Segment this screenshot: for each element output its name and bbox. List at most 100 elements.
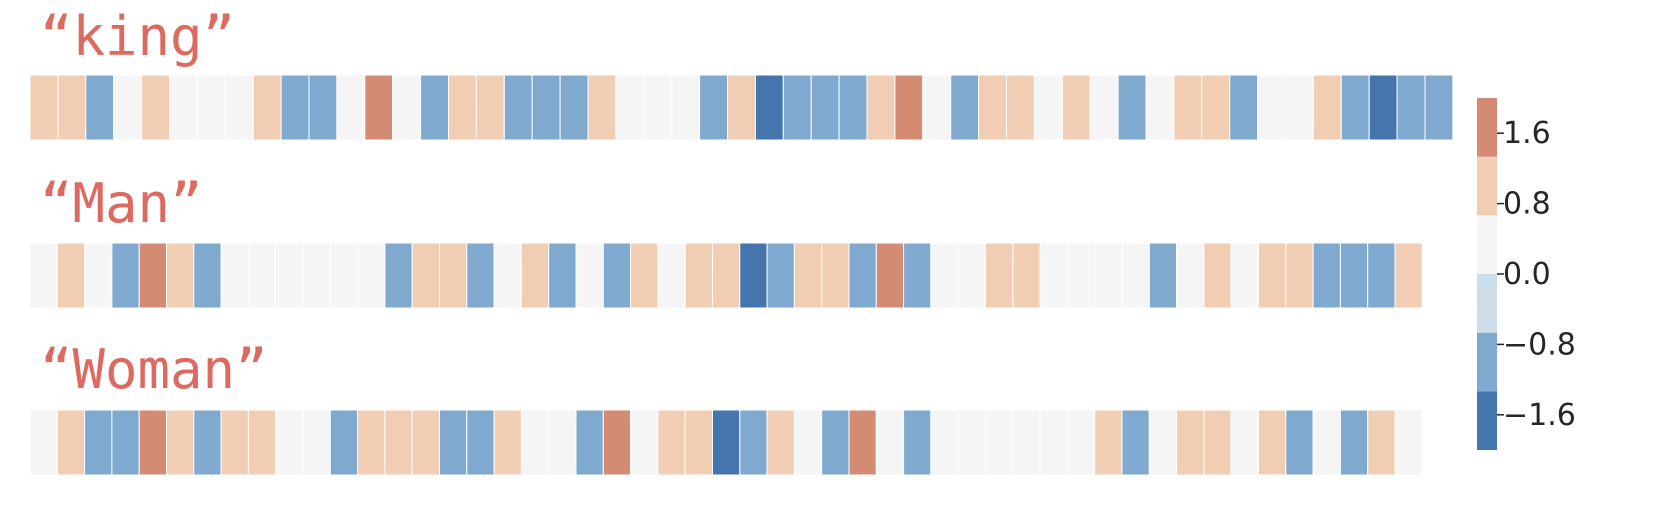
heatmap-cell [684, 242, 714, 309]
heatmap-cell [657, 409, 686, 476]
heatmap-cell [275, 409, 304, 476]
heatmap-cell [1066, 409, 1096, 476]
heatmap-cell [138, 242, 167, 309]
colorbar-ticks: 1.6 0.8 0.0 −0.8 −1.6 [1497, 116, 1576, 433]
heatmap-cell [220, 409, 249, 476]
heatmap-cell [1367, 409, 1396, 476]
heatmap-cell [727, 74, 756, 141]
heatmap-cell [1367, 242, 1396, 309]
heatmap-cell [247, 409, 277, 476]
heatmap-cell [475, 74, 505, 141]
heatmap-cell [1201, 74, 1231, 141]
heatmap-cell [57, 74, 87, 141]
heatmap-cell [193, 409, 222, 476]
heatmap-cell [1394, 409, 1423, 476]
heatmap-cell [384, 409, 413, 476]
heatmap-cell [439, 409, 468, 476]
heatmap-cell [1012, 242, 1041, 309]
heatmap-cell [364, 74, 394, 141]
heatmap-row [29, 242, 1423, 309]
heatmap-cell [1339, 409, 1369, 476]
heatmap-cell [1258, 242, 1287, 309]
heatmap-cell [575, 242, 604, 309]
heatmap-cell [1203, 409, 1232, 476]
heatmap-cell [821, 409, 850, 476]
heatmap-cell [466, 242, 495, 309]
heatmap-cell [602, 242, 632, 309]
heatmap-cell [439, 242, 468, 309]
heatmap-cell [280, 74, 310, 141]
heatmap-cell [575, 409, 604, 476]
heatmap-cell [875, 409, 905, 476]
colorbar-tick-label: −1.6 [1503, 398, 1576, 433]
colorbar-bin [1477, 156, 1497, 216]
heatmap-cell [384, 242, 413, 309]
heatmap-cell [712, 242, 741, 309]
colorbar-bin [1477, 274, 1497, 333]
heatmap-cell [930, 409, 959, 476]
heatmap-cell [1424, 74, 1454, 141]
heatmap-cell [1312, 409, 1341, 476]
heatmap-cell [302, 409, 331, 476]
heatmap-cell [329, 409, 359, 476]
heatmap-cell [84, 242, 113, 309]
heatmap-cell [29, 409, 58, 476]
heatmap-cell [302, 242, 331, 309]
heatmap-cell [220, 242, 249, 309]
heatmap-cell [1368, 74, 1398, 141]
heatmap-cell [411, 409, 441, 476]
heatmap-cell [602, 409, 632, 476]
heatmap-cell [224, 74, 254, 141]
heatmap-cell [793, 242, 823, 309]
heatmap-cell [1121, 242, 1150, 309]
heatmap-cell [922, 74, 952, 141]
heatmap-cell [766, 242, 795, 309]
heatmap-cell [84, 409, 113, 476]
heatmap-cell [138, 409, 167, 476]
heatmap-cell [950, 74, 980, 141]
heatmap-cell [247, 242, 277, 309]
heatmap-cell [1089, 74, 1119, 141]
heatmap-cell [503, 74, 533, 141]
heatmap-cell [793, 409, 823, 476]
heatmap-cell [1039, 409, 1068, 476]
heatmap-cell [56, 409, 86, 476]
heatmap-cell [1145, 74, 1175, 141]
row-label-king: “king” [40, 5, 235, 68]
heatmap-cell [1230, 242, 1259, 309]
heatmap-cell [1094, 242, 1123, 309]
heatmap-cell [739, 409, 768, 476]
colorbar-bin [1477, 332, 1497, 392]
colorbar: 1.6 0.8 0.0 −0.8 −1.6 [1477, 98, 1576, 450]
heatmap-cell [1148, 242, 1178, 309]
heatmap-cell [493, 242, 522, 309]
heatmap-cell [894, 74, 924, 141]
colorbar-tick-label: 0.8 [1503, 187, 1551, 222]
heatmap-cell [193, 242, 222, 309]
heatmap-cell [1148, 409, 1178, 476]
heatmap-cell [739, 242, 768, 309]
heatmap-cell [957, 409, 987, 476]
heatmap-rows: “king” “Man” “Woman” [29, 5, 1454, 476]
heatmap-cell [1176, 242, 1205, 309]
heatmap-cell [1176, 409, 1205, 476]
heatmap-cell [1121, 409, 1150, 476]
heatmap-cell [1285, 74, 1314, 141]
heatmap-cell [615, 74, 645, 141]
heatmap-cell [848, 242, 877, 309]
heatmap-cell [466, 409, 495, 476]
colorbar-bin [1477, 391, 1497, 450]
colorbar-bin [1477, 215, 1497, 274]
heatmap-cell [1312, 74, 1342, 141]
colorbar-tick-label: 1.6 [1503, 116, 1551, 151]
heatmap-cell [1061, 74, 1091, 141]
heatmap-cell [699, 74, 728, 141]
colorbar-tick-label: −0.8 [1503, 327, 1576, 362]
heatmap-cell [1258, 409, 1287, 476]
heatmap-cell [29, 74, 59, 141]
heatmap-row [29, 409, 1423, 476]
heatmap-cell [712, 409, 741, 476]
heatmap-cell [1285, 409, 1314, 476]
heatmap-cell [587, 74, 617, 141]
heatmap-cell [1203, 242, 1232, 309]
